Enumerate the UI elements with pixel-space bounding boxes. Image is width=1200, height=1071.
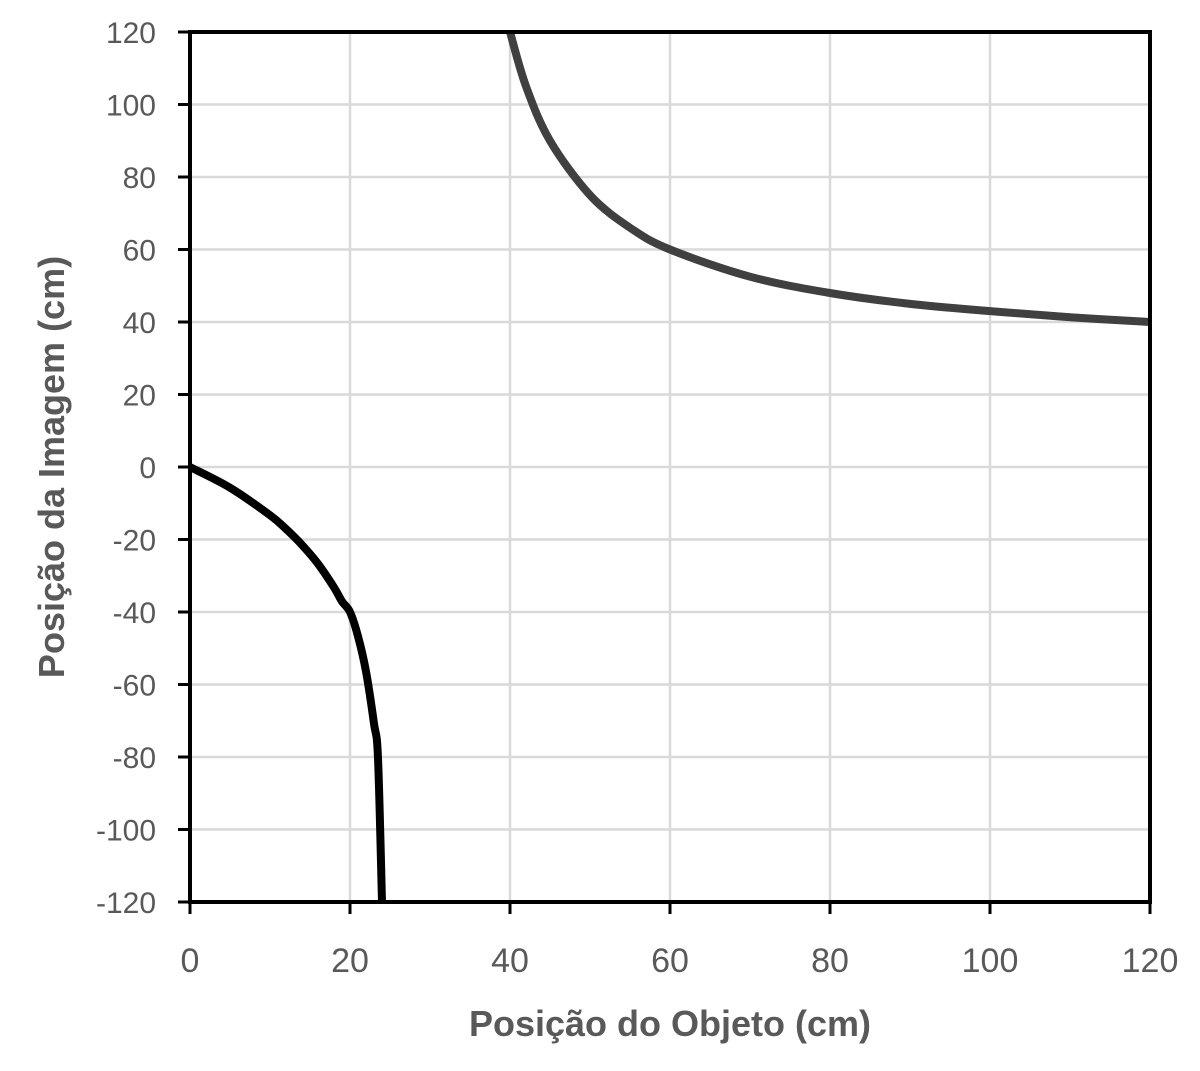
y-tick-label: 0 <box>139 452 156 485</box>
y-tick-label: -120 <box>96 887 156 920</box>
x-tick-label: 40 <box>491 942 529 980</box>
y-axis-title: Posição da Imagem (cm) <box>31 256 72 678</box>
y-tick-label: -40 <box>113 597 156 630</box>
series-layer <box>188 30 1151 903</box>
y-tick-label: 60 <box>123 235 156 268</box>
series-line-2 <box>506 30 1151 326</box>
y-tick-label: 100 <box>106 90 156 123</box>
y-tick-label: 40 <box>123 307 156 340</box>
x-tick-label: 60 <box>651 942 689 980</box>
x-tick-label: 20 <box>331 942 369 980</box>
x-tick-label: 120 <box>1122 942 1179 980</box>
x-tick-label: 100 <box>962 942 1019 980</box>
x-tick-label: 0 <box>181 942 200 980</box>
grid <box>188 30 1152 904</box>
y-tick-label: 20 <box>123 380 156 413</box>
series-line-1 <box>188 463 386 903</box>
x-tick-label: 80 <box>811 942 849 980</box>
y-tick-label: 120 <box>106 17 156 50</box>
tick-labels: 0 20 40 60 80 100 120 120 100 80 60 40 20 0 -20 -40 -60 -… <box>96 17 1178 980</box>
y-tick-label: 80 <box>123 162 156 195</box>
y-tick-label: -60 <box>113 670 156 703</box>
y-tick-label: -100 <box>96 815 156 848</box>
y-tick-label: -80 <box>113 742 156 775</box>
x-axis-title: Posição do Objeto (cm) <box>469 1003 871 1044</box>
y-tick-label: -20 <box>113 525 156 558</box>
